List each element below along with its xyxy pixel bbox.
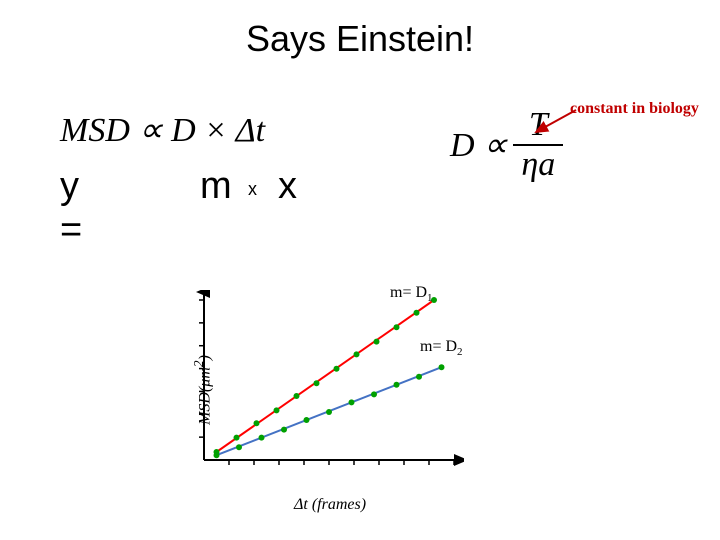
series-label-D2: m= D2 bbox=[420, 338, 463, 358]
ymx-m: m bbox=[200, 165, 232, 208]
constant-label: constant in biology bbox=[570, 100, 699, 118]
msd-equation: MSD ∝ D × Δt bbox=[60, 110, 265, 150]
ymx-x: x bbox=[278, 165, 297, 208]
fraction: T ηa bbox=[513, 106, 563, 184]
page-title: Says Einstein! bbox=[0, 18, 720, 60]
chart-xlabel: Δt (frames) bbox=[294, 496, 366, 514]
ymx-xsmall: x bbox=[248, 179, 257, 200]
numerator-text: T bbox=[529, 106, 548, 143]
equation-row: MSD ∝ D × Δt D ∝ T ηa bbox=[60, 110, 660, 200]
ymx-eq: = bbox=[60, 209, 82, 252]
diffusion-equation: D ∝ T ηa bbox=[450, 106, 563, 184]
series-label-D1: m= D1 bbox=[390, 284, 433, 304]
chart-canvas bbox=[190, 290, 464, 474]
fraction-numerator: T bbox=[521, 106, 556, 144]
d-prefix: D ∝ bbox=[450, 125, 507, 165]
msd-chart: MSD(μm2) Δt (frames) m= D1m= D2 bbox=[190, 290, 470, 490]
fraction-denominator: ηa bbox=[513, 146, 563, 184]
ymx-y: y bbox=[60, 165, 79, 208]
chart-ylabel: MSD(μm2) bbox=[191, 355, 214, 425]
